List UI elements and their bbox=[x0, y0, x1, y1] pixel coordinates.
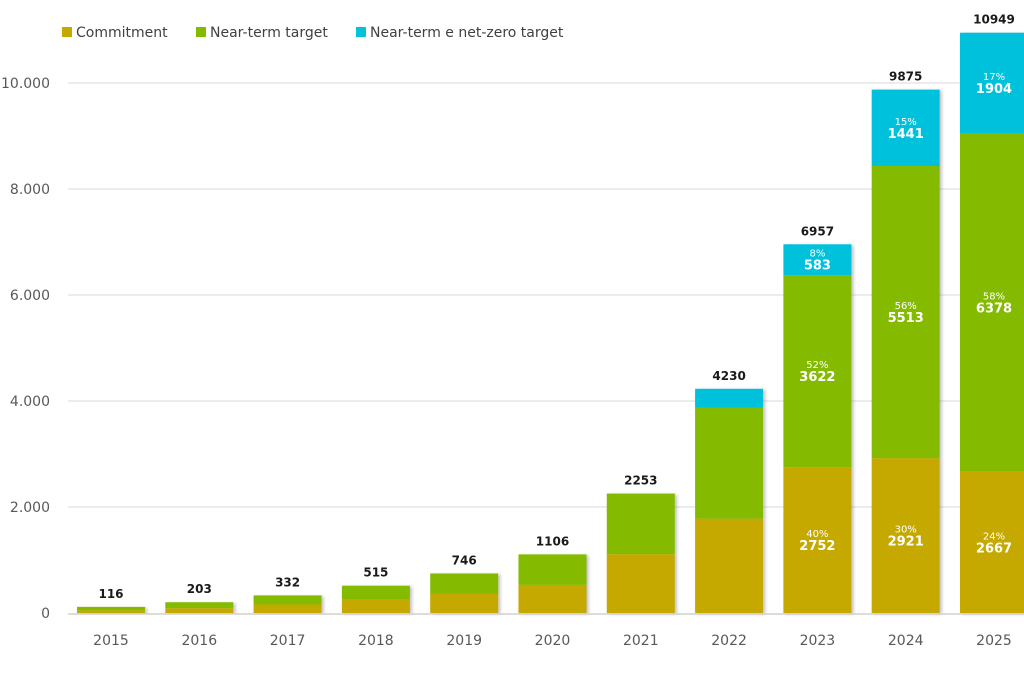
y-tick-label: 4.000 bbox=[10, 394, 50, 410]
bar-stack-2019 bbox=[430, 573, 499, 613]
legend-swatch-2 bbox=[356, 27, 366, 37]
x-tick-label: 2021 bbox=[623, 633, 659, 649]
bar-segment bbox=[783, 244, 852, 276]
x-tick-label: 2019 bbox=[446, 633, 482, 649]
segment-percent-label: 17% bbox=[983, 72, 1005, 83]
x-tick-label: 2025 bbox=[976, 633, 1012, 649]
bar-stack-2020 bbox=[518, 554, 587, 613]
legend-label-1: Near-term target bbox=[210, 25, 328, 41]
bar-stack-2015 bbox=[77, 606, 145, 613]
bar-segment bbox=[253, 604, 322, 613]
bar-segment bbox=[518, 554, 587, 585]
bar-stack-2017 bbox=[253, 595, 322, 613]
x-tick-label: 2022 bbox=[711, 633, 747, 649]
bar-segment bbox=[606, 493, 675, 555]
bar-stack-2018 bbox=[341, 585, 410, 613]
y-tick-label: 2.000 bbox=[10, 500, 50, 516]
bar-segment bbox=[871, 89, 940, 166]
y-tick-label: 0 bbox=[41, 606, 50, 622]
y-tick-label: 6.000 bbox=[10, 288, 50, 304]
legend: Commitment Near-term target Near-term e ne… bbox=[62, 25, 564, 41]
x-axis: 2015 2016 2017 2018 2019 2020 2021 2022 2023 2024… bbox=[68, 613, 1024, 649]
bar-segment bbox=[960, 32, 1024, 134]
y-axis: 0 2.000 4.000 6.000 8.000 10.000 bbox=[1, 76, 50, 622]
x-tick-label: 2017 bbox=[270, 633, 306, 649]
segment-value-label: 6378 bbox=[976, 302, 1012, 317]
segment-percent-label: 40% bbox=[806, 529, 828, 540]
bar-segment bbox=[253, 595, 322, 605]
bar-stack-2023 bbox=[783, 244, 852, 613]
bar-segment bbox=[695, 407, 764, 519]
total-label: 116 bbox=[98, 587, 123, 601]
segment-value-label: 1441 bbox=[888, 127, 924, 142]
segment-percent-label: 30% bbox=[895, 525, 917, 536]
total-label: 2253 bbox=[624, 474, 657, 488]
x-tick-label: 2023 bbox=[800, 633, 836, 649]
data-labels: 116 203 332 515 746 1106 2253 4230 40%2752 52%362… bbox=[98, 13, 1014, 601]
segment-percent-label: 24% bbox=[983, 531, 1005, 542]
bar-segment bbox=[165, 602, 234, 609]
x-tick-label: 2018 bbox=[358, 633, 394, 649]
y-tick-label: 8.000 bbox=[10, 182, 50, 198]
x-tick-label: 2016 bbox=[181, 633, 217, 649]
segment-value-label: 2921 bbox=[888, 535, 924, 550]
gridlines bbox=[68, 82, 1024, 508]
bar-segment bbox=[695, 518, 764, 613]
bar-segment bbox=[430, 573, 499, 594]
total-label: 4230 bbox=[712, 369, 745, 383]
bars bbox=[77, 32, 1024, 613]
bar-segment bbox=[341, 585, 410, 600]
segment-percent-label: 8% bbox=[809, 249, 825, 260]
bar-segment bbox=[518, 584, 587, 613]
bar-segment bbox=[783, 467, 852, 613]
segment-percent-label: 58% bbox=[983, 292, 1005, 303]
segment-value-label: 583 bbox=[804, 259, 831, 274]
total-label: 9875 bbox=[889, 70, 922, 84]
segment-percent-label: 56% bbox=[895, 301, 917, 312]
legend-swatch-1 bbox=[196, 27, 206, 37]
bar-segment bbox=[695, 388, 764, 408]
bar-segment bbox=[430, 593, 499, 613]
bar-segment bbox=[871, 165, 940, 459]
bar-segment bbox=[165, 608, 234, 613]
bar-segment bbox=[341, 599, 410, 613]
segment-value-label: 1904 bbox=[976, 82, 1012, 97]
bar-stack-2016 bbox=[165, 602, 234, 613]
total-label: 10949 bbox=[973, 13, 1015, 27]
total-label: 515 bbox=[363, 566, 388, 580]
bar-segment bbox=[960, 133, 1024, 472]
legend-label-2: Near-term e net-zero target bbox=[370, 25, 564, 41]
total-label: 746 bbox=[452, 553, 477, 567]
y-tick-label: 10.000 bbox=[1, 76, 50, 92]
x-tick-label: 2020 bbox=[535, 633, 571, 649]
legend-label-0: Commitment bbox=[76, 25, 168, 41]
segment-value-label: 2752 bbox=[799, 539, 835, 554]
segment-value-label: 3622 bbox=[799, 370, 835, 385]
x-tick-label: 2024 bbox=[888, 633, 924, 649]
bar-stack-2024 bbox=[871, 89, 940, 613]
total-label: 332 bbox=[275, 575, 300, 589]
legend-swatch-0 bbox=[62, 27, 72, 37]
total-label: 1106 bbox=[536, 534, 569, 548]
bar-segment bbox=[960, 471, 1024, 613]
bar-segment bbox=[606, 554, 675, 613]
bar-segment bbox=[783, 275, 852, 468]
total-label: 203 bbox=[187, 582, 212, 596]
bar-stack-2025 bbox=[960, 32, 1024, 613]
segment-value-label: 2667 bbox=[976, 541, 1012, 556]
segment-percent-label: 52% bbox=[806, 360, 828, 371]
bar-segment bbox=[77, 610, 145, 613]
total-label: 6957 bbox=[801, 224, 834, 238]
segment-percent-label: 15% bbox=[895, 117, 917, 128]
bar-segment bbox=[77, 606, 145, 611]
segment-value-label: 5513 bbox=[888, 311, 924, 326]
bar-segment bbox=[871, 458, 940, 613]
bar-stack-2022 bbox=[695, 388, 764, 613]
bar-stack-2021 bbox=[606, 493, 675, 613]
x-tick-label: 2015 bbox=[93, 633, 129, 649]
